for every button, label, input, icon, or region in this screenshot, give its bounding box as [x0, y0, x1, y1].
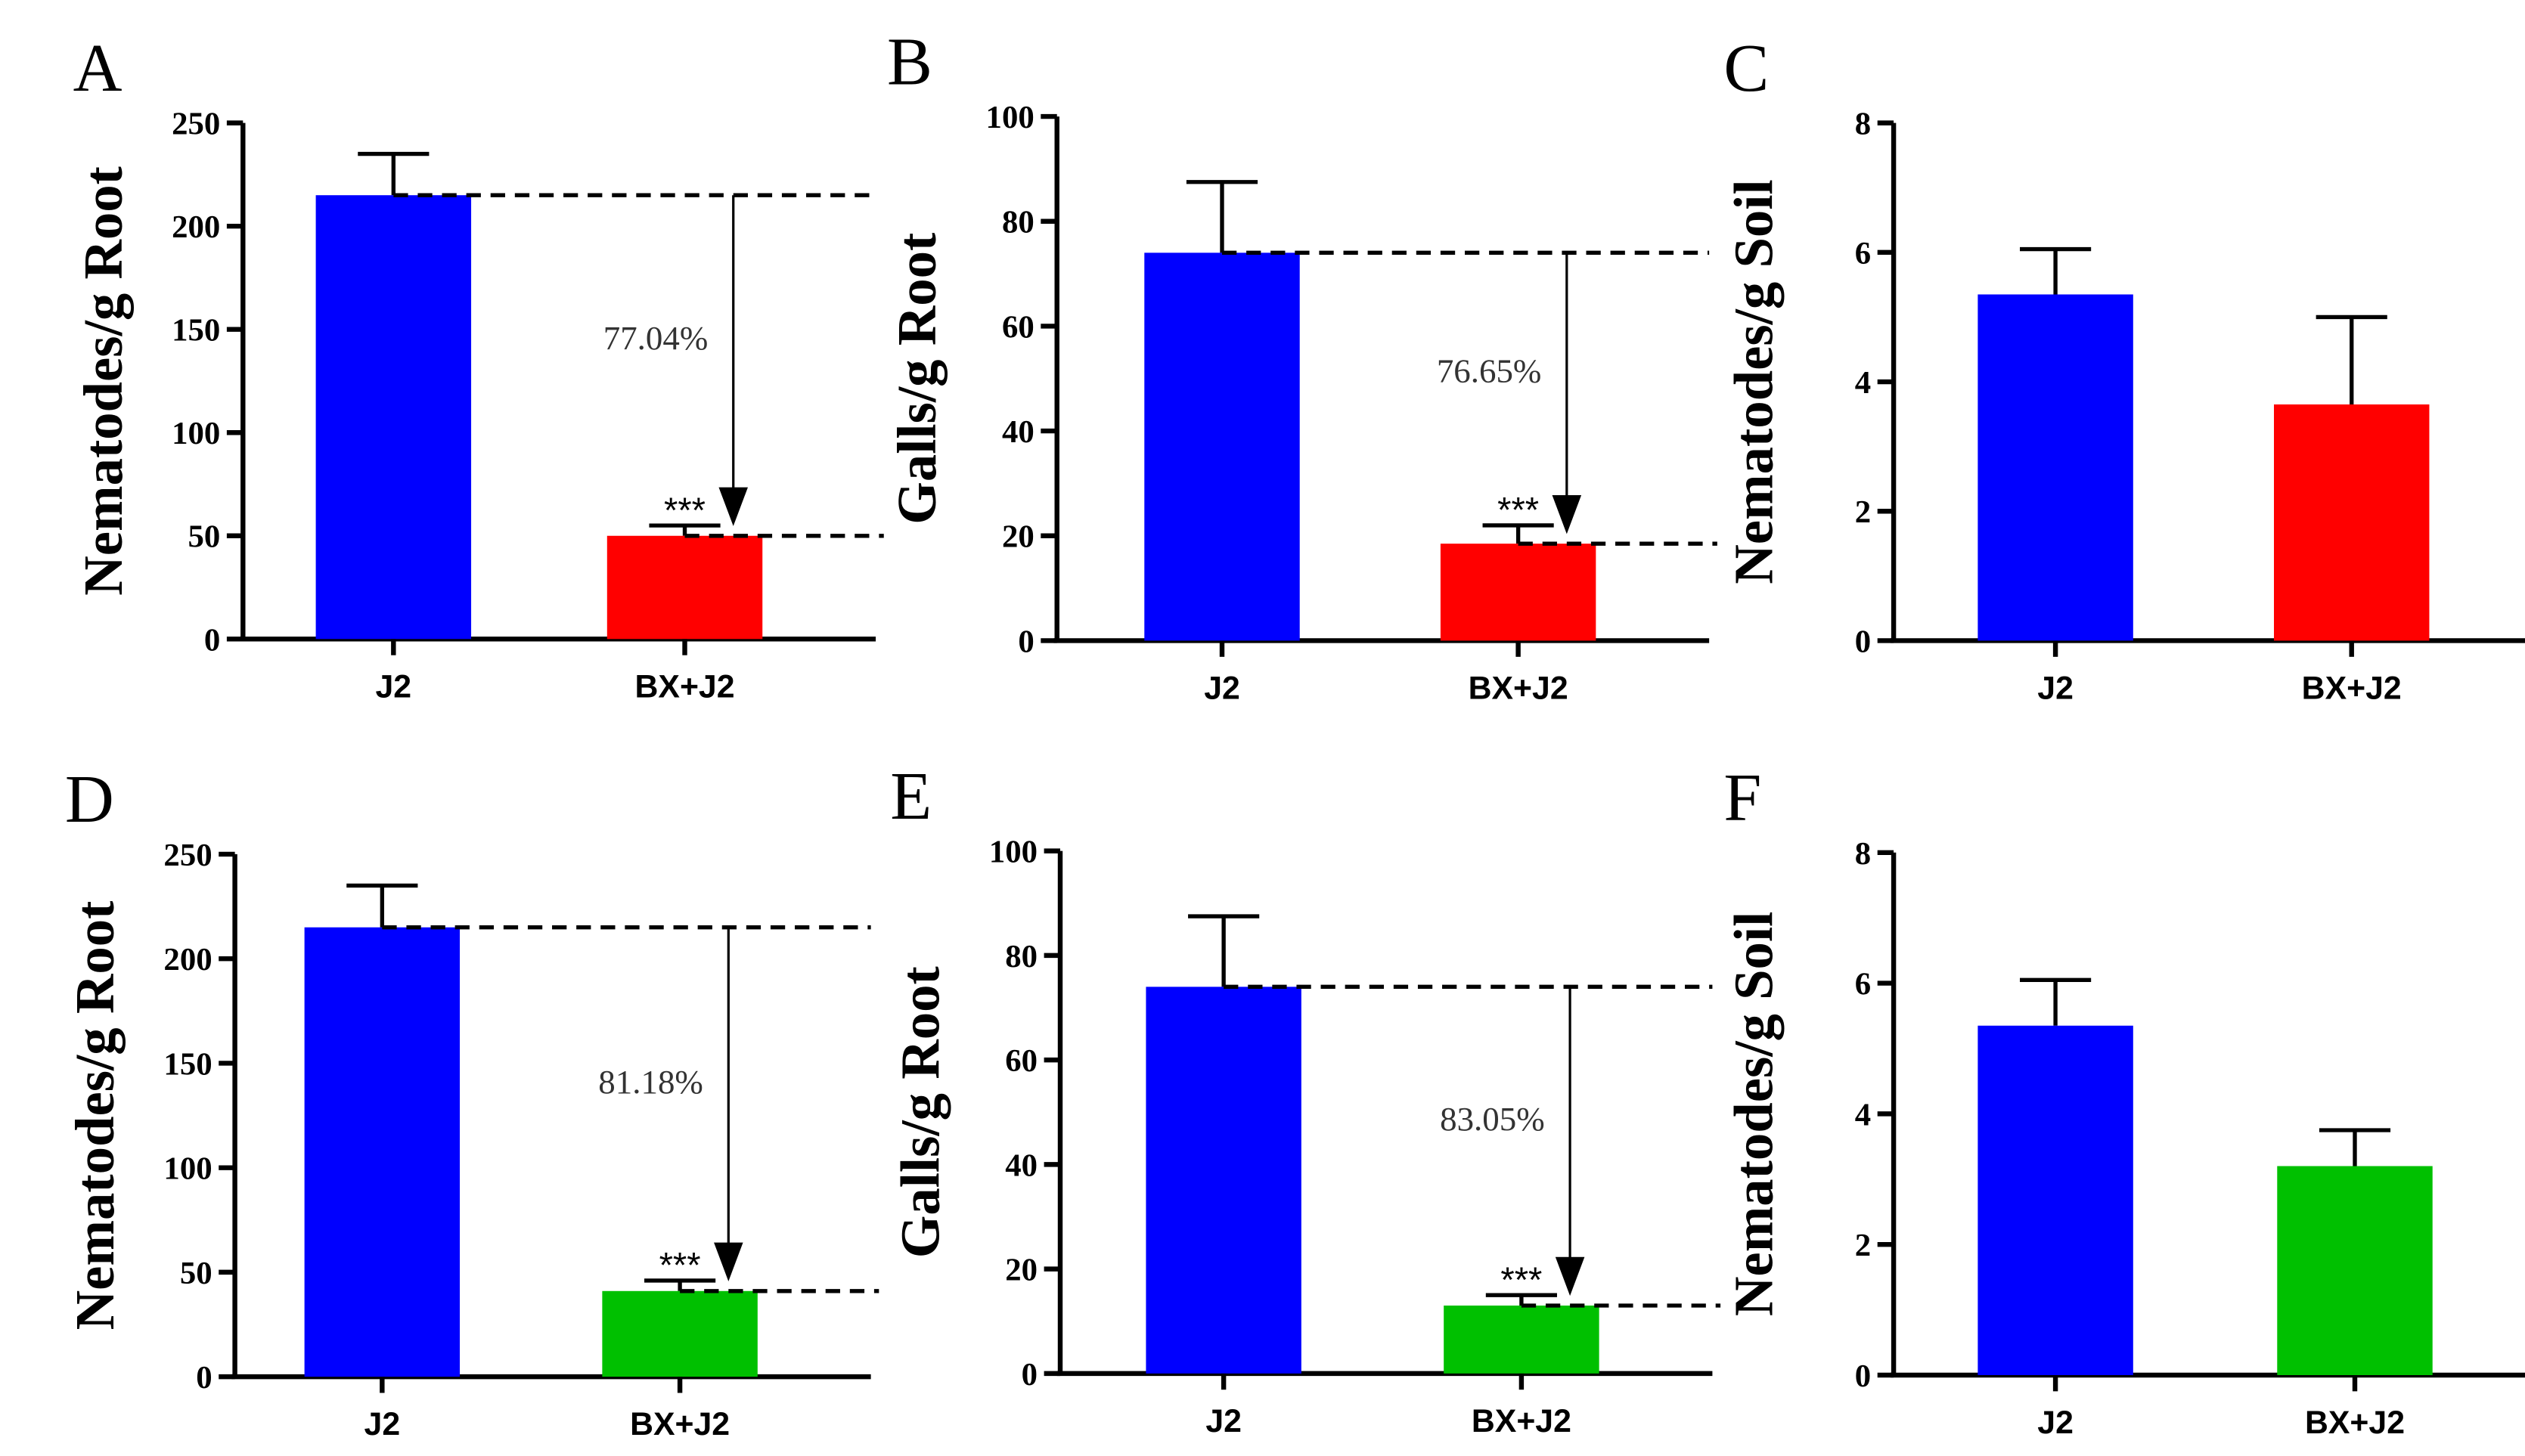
y-tick-label: 100	[989, 835, 1038, 870]
reduction-percent: 77.04%	[603, 319, 709, 357]
y-tick-label: 200	[172, 209, 220, 245]
arrow-head-icon	[718, 487, 748, 526]
x-tick-label: BX+J2	[634, 668, 734, 705]
significance-marker: ***	[659, 1245, 701, 1285]
x-tick-label: J2	[1204, 670, 1240, 706]
bar-j2	[1144, 252, 1300, 641]
bar-bx-j2	[2274, 404, 2430, 641]
y-tick-label: 4	[1855, 1097, 1871, 1132]
panel-letter: F	[1723, 761, 1761, 835]
y-tick-label: 8	[1855, 836, 1871, 872]
y-tick-label: 100	[986, 100, 1035, 135]
y-tick-label: 0	[1855, 624, 1871, 659]
panel-c: C Nematodes/g Soil 0 2 4 6 8 J2 BX+J2	[1723, 31, 2525, 706]
y-tick-label: 20	[1005, 1253, 1038, 1288]
panel-letter: E	[890, 759, 932, 834]
reduction-percent: 81.18%	[598, 1063, 703, 1101]
x-tick-label: J2	[2037, 1405, 2074, 1441]
bar-bx-j2	[606, 535, 763, 640]
panel-b: B Galls/g Root 0 20 40 60 80 100 J2 BX+J2 76.65% **…	[886, 24, 1717, 706]
y-tick-label: 8	[1855, 107, 1871, 142]
y-tick-label: 6	[1855, 967, 1871, 1002]
bar-bx-j2	[602, 1290, 758, 1377]
y-tick-label: 150	[163, 1046, 212, 1082]
y-tick-label: 40	[1005, 1148, 1038, 1183]
y-tick-label: 80	[1002, 205, 1035, 240]
y-tick-label: 6	[1855, 236, 1871, 271]
bar-j2	[1146, 987, 1301, 1374]
significance-marker: ***	[664, 490, 706, 530]
y-tick-label: 250	[163, 838, 212, 873]
y-tick-label: 60	[1005, 1043, 1038, 1079]
bar-bx-j2	[1444, 1306, 1599, 1374]
y-tick-label: 100	[163, 1151, 212, 1187]
panel-letter: D	[65, 762, 114, 837]
reduction-percent: 83.05%	[1440, 1100, 1545, 1138]
x-tick-label: BX+J2	[630, 1406, 730, 1442]
y-axis-label: Galls/g Root	[886, 233, 948, 525]
y-tick-label: 0	[204, 622, 220, 658]
y-tick-label: 50	[180, 1256, 212, 1291]
y-tick-label: 0	[1855, 1358, 1871, 1394]
bar-j2	[315, 195, 472, 640]
bar-bx-j2	[1440, 544, 1596, 641]
arrow-head-icon	[1552, 494, 1582, 534]
y-axis-label: Nematodes/g Soil	[1723, 912, 1785, 1317]
x-tick-label: J2	[364, 1406, 401, 1442]
arrow-head-icon	[714, 1242, 743, 1281]
x-tick-label: BX+J2	[2302, 670, 2402, 706]
panel-e: E Galls/g Root 0 20 40 60 80 100 J2 BX+J2 83.05% **…	[890, 759, 1721, 1439]
x-tick-label: BX+J2	[2305, 1405, 2405, 1441]
y-tick-label: 100	[172, 416, 220, 451]
y-tick-label: 2	[1855, 1228, 1871, 1263]
arrow-head-icon	[1555, 1256, 1585, 1296]
y-tick-label: 40	[1002, 414, 1035, 450]
reduction-percent: 76.65%	[1437, 352, 1542, 389]
significance-marker: ***	[1500, 1259, 1542, 1300]
y-tick-label: 80	[1005, 939, 1038, 974]
y-tick-label: 250	[172, 107, 220, 142]
bar-j2	[1978, 294, 2133, 641]
y-axis-label: Nematodes/g Soil	[1723, 179, 1785, 584]
x-tick-label: BX+J2	[1472, 1403, 1571, 1439]
y-tick-label: 0	[1022, 1357, 1038, 1392]
x-tick-label: J2	[1205, 1403, 1242, 1439]
y-tick-label: 0	[196, 1360, 212, 1396]
y-tick-label: 0	[1018, 624, 1034, 659]
bar-j2	[304, 927, 461, 1377]
y-tick-label: 150	[172, 313, 220, 349]
panel-letter: A	[73, 31, 123, 106]
panel-f: F Nematodes/g Soil 0 2 4 6 8 J2 BX+J2	[1723, 761, 2525, 1441]
bar-bx-j2	[2277, 1166, 2433, 1375]
panel-d: D Nematodes/g Root 0 50 100 150 200 250 J2 BX+J2 8…	[64, 762, 879, 1442]
y-tick-label: 4	[1855, 365, 1871, 401]
x-tick-label: J2	[376, 668, 412, 705]
panel-letter: B	[887, 24, 932, 99]
y-tick-label: 2	[1855, 494, 1871, 530]
y-axis-label: Galls/g Root	[890, 966, 951, 1258]
y-tick-label: 200	[163, 942, 212, 977]
x-tick-label: BX+J2	[1469, 670, 1568, 706]
y-axis-label: Nematodes/g Root	[73, 166, 134, 596]
y-tick-label: 60	[1002, 309, 1035, 345]
y-tick-label: 50	[188, 519, 221, 555]
x-tick-label: J2	[2037, 670, 2074, 706]
panel-letter: C	[1723, 31, 1769, 106]
bar-j2	[1978, 1025, 2133, 1375]
y-axis-label: Nematodes/g Root	[64, 901, 126, 1331]
y-tick-label: 20	[1002, 519, 1035, 555]
panel-a: A Nematodes/g Root 0 50 100 150 200 250 J2 BX+J2 7…	[73, 31, 884, 705]
significance-marker: ***	[1497, 490, 1539, 530]
